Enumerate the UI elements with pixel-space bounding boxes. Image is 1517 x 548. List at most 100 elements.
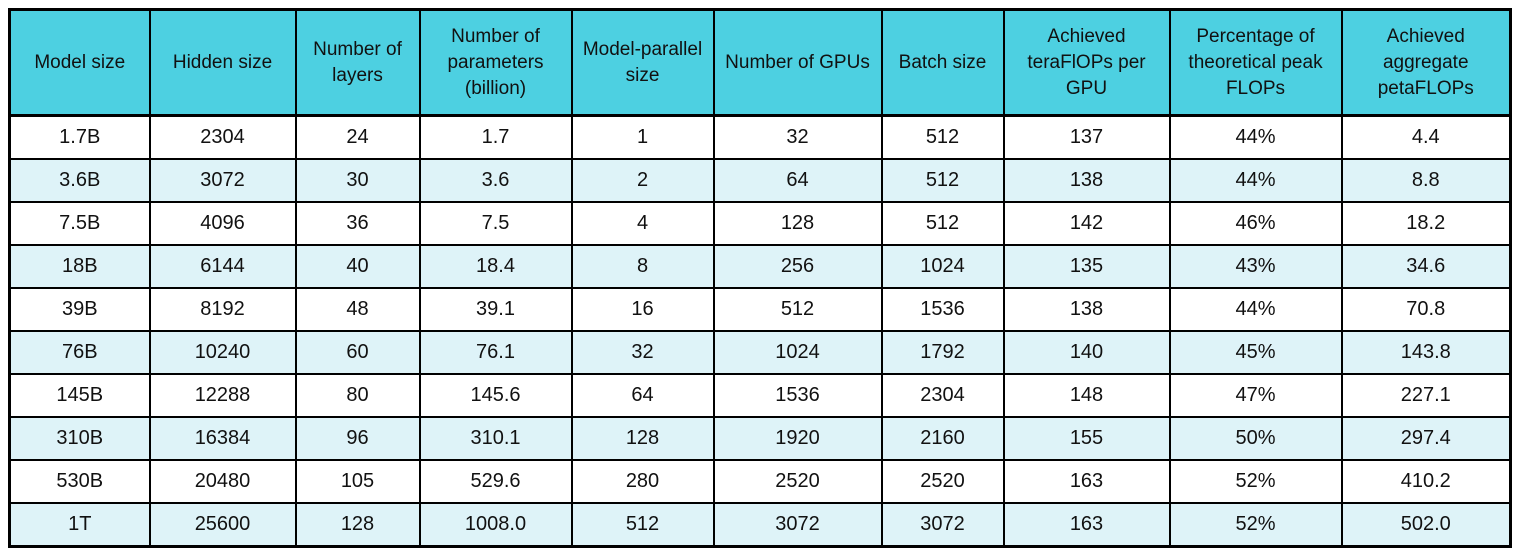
table-row-530b: 530B 20480 105 529.6 280 2520 2520 163 5… <box>8 459 1512 504</box>
cell: 145B <box>8 373 151 418</box>
cell: 64 <box>570 373 715 418</box>
cell: 36 <box>294 201 421 246</box>
cell: 410.2 <box>1340 459 1512 504</box>
cell: 1024 <box>880 244 1005 289</box>
cell: 76B <box>8 330 151 375</box>
table-row-3-6b: 3.6B 3072 30 3.6 2 64 512 138 44% 8.8 <box>8 158 1512 203</box>
cell: 227.1 <box>1340 373 1512 418</box>
cell: 4.4 <box>1340 114 1512 160</box>
col-header-batch-size: Batch size <box>880 8 1005 117</box>
cell: 4 <box>570 201 715 246</box>
cell: 48 <box>294 287 421 332</box>
cell: 512 <box>880 201 1005 246</box>
cell: 96 <box>294 416 421 461</box>
cell: 128 <box>570 416 715 461</box>
cell: 39B <box>8 287 151 332</box>
cell: 18B <box>8 244 151 289</box>
cell: 47% <box>1168 373 1343 418</box>
cell: 138 <box>1002 158 1171 203</box>
cell: 310.1 <box>418 416 573 461</box>
cell: 60 <box>294 330 421 375</box>
cell: 529.6 <box>418 459 573 504</box>
cell: 1.7 <box>418 114 573 160</box>
table-row-18b: 18B 6144 40 18.4 8 256 1024 135 43% 34.6 <box>8 244 1512 289</box>
cell: 16 <box>570 287 715 332</box>
cell: 128 <box>294 502 421 548</box>
cell: 3072 <box>712 502 883 548</box>
cell: 43% <box>1168 244 1343 289</box>
cell: 1920 <box>712 416 883 461</box>
table-header: Model size Hidden size Number of layers … <box>8 8 1512 117</box>
cell: 2520 <box>712 459 883 504</box>
table-row-39b: 39B 8192 48 39.1 16 512 1536 138 44% 70.… <box>8 287 1512 332</box>
cell: 512 <box>880 158 1005 203</box>
col-header-num-gpus: Number of GPUs <box>712 8 883 117</box>
cell: 3.6B <box>8 158 151 203</box>
cell: 20480 <box>148 459 297 504</box>
cell: 16384 <box>148 416 297 461</box>
cell: 52% <box>1168 502 1343 548</box>
cell: 32 <box>712 114 883 160</box>
cell: 2304 <box>148 114 297 160</box>
cell: 105 <box>294 459 421 504</box>
cell: 135 <box>1002 244 1171 289</box>
cell: 1T <box>8 502 151 548</box>
col-header-num-parameters: Number of parameters (billion) <box>418 8 573 117</box>
cell: 512 <box>712 287 883 332</box>
cell: 3072 <box>148 158 297 203</box>
cell: 1536 <box>880 287 1005 332</box>
cell: 52% <box>1168 459 1343 504</box>
cell: 76.1 <box>418 330 573 375</box>
cell: 34.6 <box>1340 244 1512 289</box>
col-header-model-parallel-size: Model-parallel size <box>570 8 715 117</box>
cell: 502.0 <box>1340 502 1512 548</box>
cell: 44% <box>1168 287 1343 332</box>
col-header-pct-peak-flops: Percentage of theoretical peak FLOPs <box>1168 8 1343 117</box>
cell: 1 <box>570 114 715 160</box>
table-row-7-5b: 7.5B 4096 36 7.5 4 128 512 142 46% 18.2 <box>8 201 1512 246</box>
cell: 1792 <box>880 330 1005 375</box>
cell: 297.4 <box>1340 416 1512 461</box>
cell: 46% <box>1168 201 1343 246</box>
cell: 30 <box>294 158 421 203</box>
cell: 2 <box>570 158 715 203</box>
cell: 70.8 <box>1340 287 1512 332</box>
col-header-num-layers: Number of layers <box>294 8 421 117</box>
cell: 1008.0 <box>418 502 573 548</box>
cell: 140 <box>1002 330 1171 375</box>
cell: 142 <box>1002 201 1171 246</box>
cell: 39.1 <box>418 287 573 332</box>
cell: 155 <box>1002 416 1171 461</box>
cell: 512 <box>570 502 715 548</box>
scaling-table: Model size Hidden size Number of layers … <box>8 8 1512 548</box>
cell: 7.5 <box>418 201 573 246</box>
header-row: Model size Hidden size Number of layers … <box>8 8 1512 117</box>
table-body: 1.7B 2304 24 1.7 1 32 512 137 44% 4.4 3.… <box>8 114 1512 548</box>
cell: 256 <box>712 244 883 289</box>
col-header-hidden-size: Hidden size <box>148 8 297 117</box>
cell: 64 <box>712 158 883 203</box>
cell: 512 <box>880 114 1005 160</box>
cell: 2304 <box>880 373 1005 418</box>
cell: 45% <box>1168 330 1343 375</box>
cell: 80 <box>294 373 421 418</box>
table-row-1t: 1T 25600 128 1008.0 512 3072 3072 163 52… <box>8 502 1512 548</box>
cell: 32 <box>570 330 715 375</box>
table-row-76b: 76B 10240 60 76.1 32 1024 1792 140 45% 1… <box>8 330 1512 375</box>
cell: 18.4 <box>418 244 573 289</box>
cell: 163 <box>1002 502 1171 548</box>
cell: 163 <box>1002 459 1171 504</box>
cell: 1.7B <box>8 114 151 160</box>
cell: 3072 <box>880 502 1005 548</box>
cell: 44% <box>1168 158 1343 203</box>
table-row-1-7b: 1.7B 2304 24 1.7 1 32 512 137 44% 4.4 <box>8 114 1512 160</box>
col-header-teraflops-per-gpu: Achieved teraFlOPs per GPU <box>1002 8 1171 117</box>
cell: 280 <box>570 459 715 504</box>
table-row-310b: 310B 16384 96 310.1 128 1920 2160 155 50… <box>8 416 1512 461</box>
cell: 1536 <box>712 373 883 418</box>
cell: 10240 <box>148 330 297 375</box>
cell: 18.2 <box>1340 201 1512 246</box>
table-row-145b: 145B 12288 80 145.6 64 1536 2304 148 47%… <box>8 373 1512 418</box>
cell: 148 <box>1002 373 1171 418</box>
cell: 6144 <box>148 244 297 289</box>
